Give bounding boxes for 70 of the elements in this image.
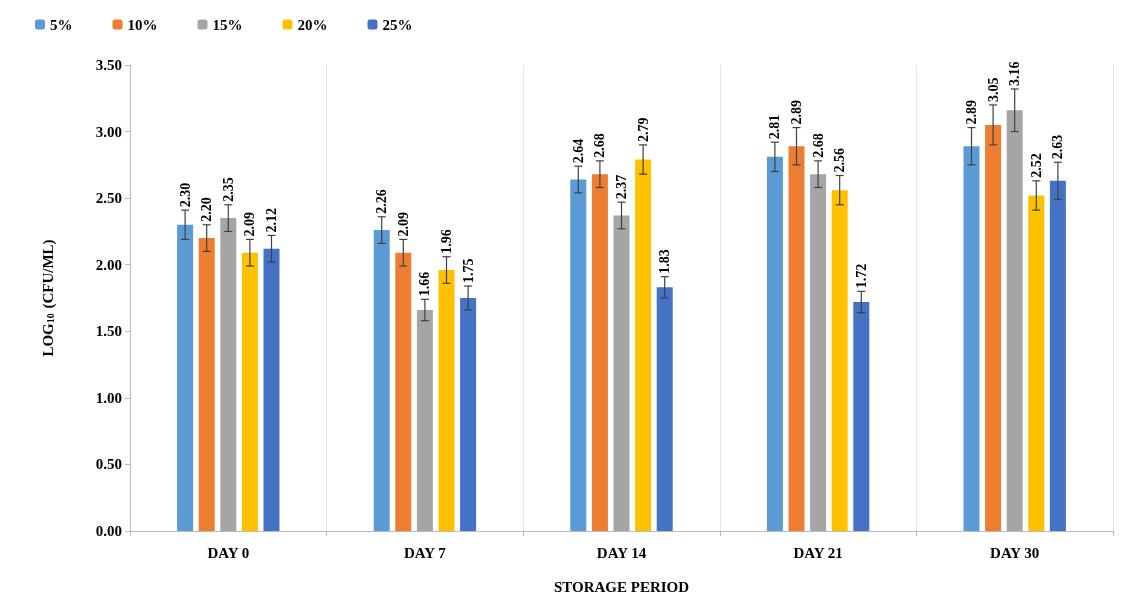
bar bbox=[241, 252, 258, 531]
legend-label: 20% bbox=[297, 16, 328, 33]
data-label: 2.89 bbox=[789, 100, 804, 125]
data-label: 1.96 bbox=[439, 229, 454, 254]
y-tick-label: 1.00 bbox=[95, 389, 122, 406]
bar bbox=[1028, 195, 1045, 531]
bar bbox=[591, 174, 608, 531]
legend-label: 5% bbox=[50, 16, 73, 33]
x-tick-label: DAY 30 bbox=[990, 544, 1040, 561]
y-tick-label: 0.00 bbox=[95, 523, 122, 539]
data-label: 2.26 bbox=[374, 189, 390, 214]
data-label: 2.79 bbox=[635, 117, 651, 142]
y-tick-label: 2.00 bbox=[95, 256, 122, 273]
data-label: 2.64 bbox=[570, 138, 586, 164]
bar bbox=[1049, 180, 1066, 531]
y-tick-label: 2.50 bbox=[95, 190, 122, 207]
bar bbox=[460, 298, 477, 531]
data-label: 3.05 bbox=[985, 77, 1001, 102]
legend-label: 15% bbox=[212, 16, 243, 33]
data-label: 2.12 bbox=[264, 207, 279, 233]
data-label: 2.35 bbox=[220, 177, 236, 202]
bar bbox=[613, 215, 630, 531]
data-label: 1.83 bbox=[657, 249, 673, 274]
data-label: 2.09 bbox=[395, 211, 411, 237]
data-label: 3.16 bbox=[1007, 61, 1023, 86]
y-axis-title: LOG10 (CFU/ML) bbox=[39, 239, 57, 357]
bar bbox=[177, 224, 194, 531]
y-tick-label: 3.00 bbox=[95, 123, 122, 140]
data-label: 1.75 bbox=[460, 258, 476, 284]
x-tick-label: DAY 14 bbox=[596, 544, 647, 561]
bar bbox=[198, 238, 215, 531]
bar bbox=[963, 146, 980, 531]
bar bbox=[656, 287, 673, 531]
bar bbox=[766, 156, 783, 531]
data-label: 2.81 bbox=[767, 114, 783, 140]
y-tick-label: 1.50 bbox=[95, 323, 122, 340]
data-label: 2.63 bbox=[1050, 134, 1066, 160]
y-tick-label: 0.50 bbox=[95, 456, 122, 473]
x-tick-label: DAY 0 bbox=[207, 544, 250, 561]
data-label: 2.30 bbox=[177, 182, 193, 208]
bar bbox=[416, 309, 433, 531]
data-label: 2.68 bbox=[592, 133, 608, 158]
bar bbox=[788, 146, 805, 531]
data-label: 1.72 bbox=[853, 263, 869, 289]
data-label: 2.20 bbox=[199, 197, 215, 222]
bar bbox=[570, 179, 587, 531]
legend-label: 10% bbox=[127, 16, 158, 33]
data-label: 1.66 bbox=[417, 271, 433, 297]
data-label: 2.52 bbox=[1028, 153, 1044, 178]
x-axis-title: STORAGE PERIOD bbox=[553, 578, 690, 595]
y-tick-label: 3.50 bbox=[95, 57, 122, 73]
x-tick-label: DAY 21 bbox=[793, 544, 843, 561]
data-label: 2.56 bbox=[832, 148, 848, 173]
bar bbox=[985, 124, 1002, 531]
data-label: 2.37 bbox=[614, 174, 629, 200]
bar bbox=[373, 230, 390, 531]
bar bbox=[635, 159, 652, 531]
data-label: 2.89 bbox=[964, 100, 979, 125]
bar bbox=[831, 190, 848, 531]
bar bbox=[263, 248, 280, 531]
data-label: 2.09 bbox=[242, 211, 258, 237]
bar bbox=[220, 218, 237, 531]
bar bbox=[438, 270, 455, 531]
data-label: 2.68 bbox=[810, 133, 826, 158]
bar bbox=[853, 301, 870, 531]
legend-label: 25% bbox=[382, 16, 413, 33]
bar bbox=[395, 252, 412, 531]
x-tick-label: DAY 7 bbox=[403, 544, 447, 561]
bar bbox=[1006, 110, 1023, 531]
bar bbox=[810, 174, 827, 531]
